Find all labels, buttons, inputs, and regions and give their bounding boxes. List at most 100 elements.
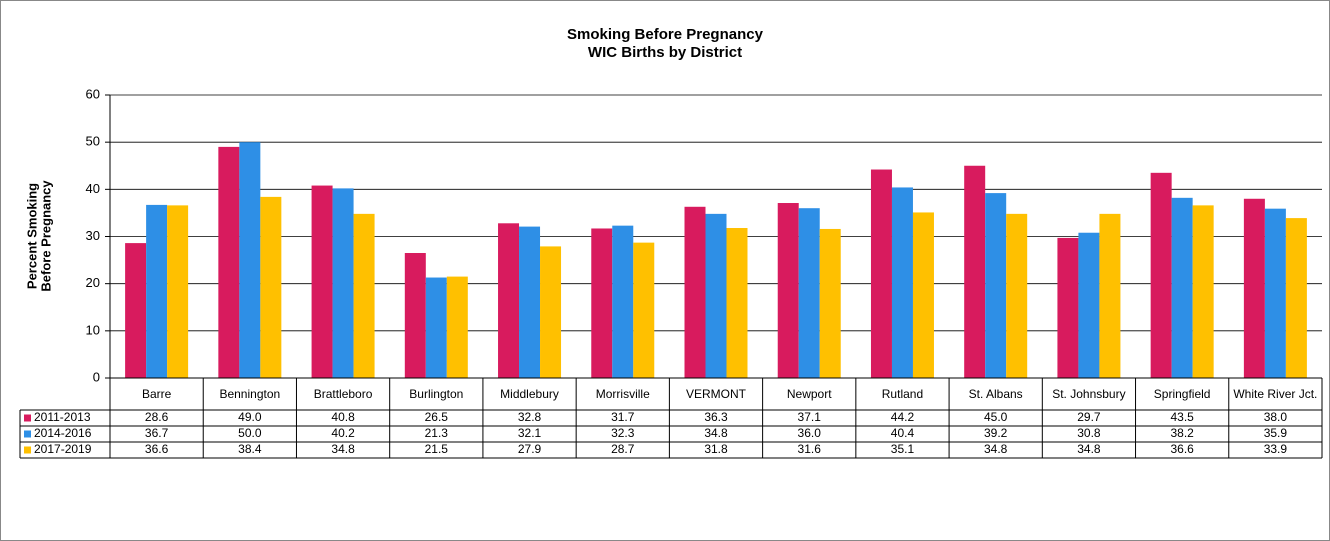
category-cell: Brattleboro [313, 386, 373, 401]
bar [353, 213, 375, 378]
bar [332, 188, 354, 378]
bar [684, 206, 706, 378]
bar [1006, 213, 1028, 378]
bar [1285, 218, 1307, 378]
data-label: 50.0 [238, 426, 262, 440]
data-label: 32.3 [611, 426, 635, 440]
x-tick-label: Springfield [1153, 386, 1211, 401]
category-cell: Rutland [881, 386, 924, 401]
legend-swatch [24, 414, 31, 422]
data-label: 34.8 [984, 442, 1008, 456]
bar [633, 242, 655, 378]
y-axis-label: Percent Smoking Before Pregnancy [24, 180, 53, 292]
y-tick-label: 10 [86, 322, 100, 337]
data-label: 31.6 [798, 442, 822, 456]
bar [726, 228, 748, 378]
data-label: 32.1 [518, 426, 542, 440]
legend-label: 2011-2013 [34, 410, 91, 424]
bar [519, 226, 541, 378]
data-label: 44.2 [891, 410, 915, 424]
data-label: 38.0 [1264, 410, 1288, 424]
bar [1264, 208, 1286, 378]
data-label: 35.1 [891, 442, 915, 456]
category-cell: St. Albans [968, 386, 1023, 401]
bar [985, 193, 1007, 378]
x-tick-label: St. Johnsbury [1052, 386, 1126, 401]
x-tick-label: Rutland [881, 386, 924, 401]
bar [912, 212, 934, 378]
bar [404, 253, 426, 378]
bar [777, 203, 799, 378]
category-cell: Middlebury [500, 386, 559, 401]
data-label: 36.7 [145, 426, 169, 440]
bar [260, 196, 282, 378]
bar [311, 185, 333, 378]
bar [218, 146, 240, 378]
x-tick-label: Bennington [219, 386, 281, 401]
bar [891, 187, 913, 378]
category-cell: Barre [141, 386, 172, 401]
data-label: 49.0 [238, 410, 262, 424]
bar [540, 246, 562, 378]
legend-swatch [24, 446, 31, 454]
legend-label: 2014-2016 [34, 426, 92, 440]
bar [167, 205, 189, 378]
bar [1078, 232, 1100, 378]
data-label: 37.1 [798, 410, 822, 424]
x-tick-label: Burlington [409, 386, 464, 401]
category-cell: Springfield [1153, 386, 1211, 401]
y-tick-label: 0 [93, 369, 100, 384]
category-cell: VERMONT [685, 386, 746, 401]
data-label: 40.4 [891, 426, 915, 440]
data-label: 21.5 [425, 442, 449, 456]
x-tick-label: Newport [786, 386, 832, 401]
x-tick-label: Barre [141, 386, 172, 401]
data-label: 36.6 [145, 442, 169, 456]
bar [705, 213, 727, 378]
data-label: 29.7 [1077, 410, 1101, 424]
category-cell: White River Jct. [1233, 386, 1318, 401]
y-tick-label: 30 [86, 228, 100, 243]
x-tick-label: VERMONT [685, 386, 746, 401]
bar [870, 169, 892, 378]
data-label: 31.8 [704, 442, 728, 456]
bar [819, 228, 841, 378]
chart-title: Smoking Before Pregnancy [567, 26, 764, 43]
data-label: 21.3 [425, 426, 449, 440]
data-label: 31.7 [611, 410, 635, 424]
data-label: 28.7 [611, 442, 635, 456]
y-axis-label-line: Percent Smoking [24, 183, 39, 289]
x-tick-label: White River Jct. [1233, 386, 1318, 401]
data-label: 32.8 [518, 410, 542, 424]
bar [425, 277, 447, 378]
y-tick-label: 40 [86, 181, 100, 196]
chart-subtitle: WIC Births by District [588, 44, 742, 61]
legend-label: 2017-2019 [34, 442, 92, 456]
bar [1243, 198, 1265, 378]
data-label: 35.9 [1264, 426, 1288, 440]
bar [239, 142, 261, 378]
y-axis-label-line: Before Pregnancy [38, 180, 53, 292]
category-cell: Burlington [409, 386, 464, 401]
bar [125, 243, 147, 378]
data-label: 34.8 [704, 426, 728, 440]
bar [146, 204, 168, 378]
data-label: 36.6 [1170, 442, 1194, 456]
data-label: 33.9 [1264, 442, 1288, 456]
data-label: 34.8 [1077, 442, 1101, 456]
data-label: 26.5 [425, 410, 449, 424]
bar [1099, 213, 1121, 378]
x-tick-label: Middlebury [500, 386, 559, 401]
data-label: 45.0 [984, 410, 1008, 424]
data-label: 36.0 [798, 426, 822, 440]
data-label: 28.6 [145, 410, 169, 424]
bar [1192, 205, 1214, 378]
category-cell: St. Johnsbury [1052, 386, 1126, 401]
bar [1150, 172, 1172, 378]
data-label: 36.3 [704, 410, 728, 424]
data-label: 43.5 [1170, 410, 1194, 424]
x-tick-label: Brattleboro [313, 386, 373, 401]
x-tick-label: St. Albans [968, 386, 1023, 401]
